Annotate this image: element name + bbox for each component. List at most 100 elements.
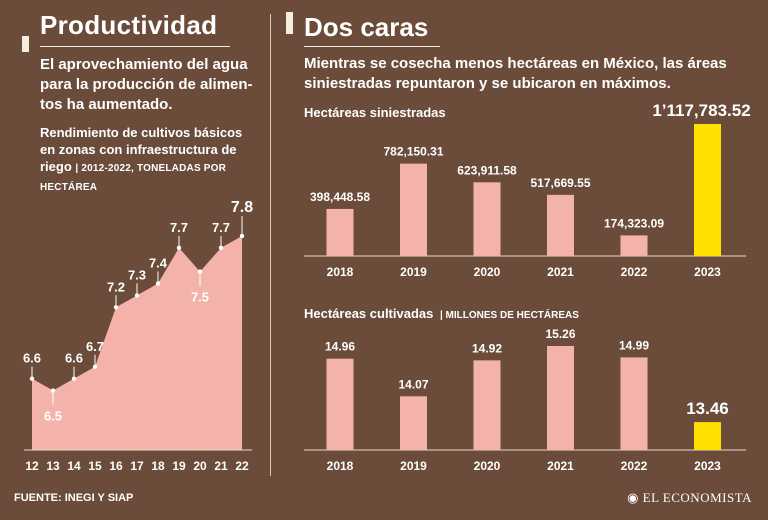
point-marker	[197, 269, 203, 274]
right-description: Mientras se cosecha menos hectáreas en M…	[304, 54, 754, 94]
x-tick-label: 2021	[547, 265, 574, 279]
bar	[326, 358, 354, 450]
bar-value-label: 623,911.58	[457, 163, 517, 177]
chart1-label: Hectáreas siniestradas	[304, 105, 446, 120]
x-tick-label: 22	[235, 459, 249, 473]
bar	[620, 235, 648, 256]
bar	[694, 422, 721, 450]
point-marker	[155, 281, 161, 286]
damaged-hectares-bar-chart: 398,448.58 2018 782,150.31 2019 623,911.58 20…	[304, 101, 751, 279]
point-marker	[113, 305, 119, 310]
bar	[620, 357, 648, 450]
panel-divider	[270, 14, 271, 476]
bar-value-label: 14.07	[398, 377, 428, 391]
point-label: 6.6	[65, 351, 83, 366]
chart2-unit: | MILLONES DE HECTÁREAS	[439, 310, 579, 321]
point-label: 7.8	[231, 199, 253, 216]
bar-value-label: 517,669.55	[530, 176, 590, 190]
bar-value-label: 14.99	[619, 338, 649, 352]
bar	[400, 396, 427, 450]
x-tick-label: 21	[214, 459, 228, 473]
subtitle-riego: riego	[40, 159, 72, 174]
subtitle-line: riego | 2012-2022, TONELADAS POR	[40, 158, 265, 177]
right-description-line: Mientras se cosecha menos hectáreas en M…	[304, 55, 727, 72]
x-tick-label: 16	[109, 459, 123, 473]
point-label: 7.7	[170, 220, 188, 235]
subtitle-line: en zonas con infraestructura de	[40, 142, 237, 157]
x-tick-label: 12	[25, 459, 39, 473]
point-marker	[92, 364, 98, 369]
point-marker	[134, 293, 140, 298]
x-tick-label: 2018	[327, 265, 354, 279]
bar-value-label: 1’117,783.52	[652, 101, 750, 120]
x-tick-label: 2020	[474, 459, 501, 473]
point-label: 7.7	[212, 220, 230, 235]
right-description-line: siniestradas repuntaron y se ubicaron en…	[304, 75, 671, 92]
left-description-line: para la producción de alimen-	[40, 76, 253, 93]
bar	[326, 208, 354, 256]
brand-logo: ◉ EL ECONOMISTA	[627, 490, 752, 506]
point-label: 7.4	[149, 256, 168, 271]
bar	[694, 124, 721, 256]
point-marker	[50, 388, 56, 393]
bar-value-label: 13.46	[686, 399, 729, 418]
point-marker	[218, 245, 224, 251]
cultivated-hectares-bar-chart: 14.96 2018 14.07 2019 14.92 2020 15.26 2021 14.9…	[304, 327, 746, 473]
point-label: 6.5	[44, 409, 62, 424]
x-tick-label: 19	[172, 459, 186, 473]
x-tick-label: 20	[193, 459, 207, 473]
left-panel-title: Productividad	[40, 10, 218, 40]
subtitle-line: HECTÁREA	[40, 177, 265, 196]
x-tick-label: 14	[67, 459, 81, 473]
point-label: 7.3	[128, 267, 146, 282]
point-marker	[71, 376, 77, 381]
x-tick-label: 2023	[694, 459, 721, 473]
bar-value-label: 14.96	[325, 340, 355, 354]
yield-area	[32, 235, 242, 450]
x-tick-label: 15	[88, 459, 102, 473]
x-tick-label: 13	[46, 459, 60, 473]
bar	[547, 194, 574, 256]
right-title-underline	[304, 46, 440, 47]
subtitle-unit-2: HECTÁREA	[40, 182, 98, 193]
bar-value-label: 14.92	[472, 341, 502, 355]
title-accent-bar	[286, 12, 293, 34]
point-label: 7.5	[191, 290, 209, 305]
bar-value-label: 782,150.31	[383, 145, 443, 159]
left-description-line: tos ha aumentado.	[40, 96, 173, 113]
x-tick-label: 2018	[327, 459, 354, 473]
bar	[473, 360, 501, 450]
brand-mark-icon: ◉	[627, 490, 643, 505]
title-accent-bar	[22, 36, 29, 52]
bar-value-label: 174,323.09	[604, 216, 664, 230]
subtitle-unit: | 2012-2022, TONELADAS POR	[75, 163, 227, 174]
chart2-title: Hectáreas cultivadas	[304, 306, 434, 321]
left-title-underline	[40, 46, 230, 47]
x-tick-label: 2021	[547, 459, 574, 473]
chart2-label: Hectáreas cultivadas | MILLONES DE HECTÁ…	[304, 306, 579, 321]
x-tick-label: 2019	[400, 265, 427, 279]
right-panel-title: Dos caras	[304, 12, 429, 42]
point-marker	[29, 376, 35, 381]
point-marker	[176, 245, 182, 251]
brand-name: EL ECONOMISTA	[642, 490, 752, 505]
point-label: 7.2	[107, 279, 125, 294]
x-tick-label: 2020	[474, 265, 501, 279]
yield-area-chart: 6.6 12 6.5 13 6.6 14 6.7 15 7.2 16 7.3 17 7.4 18 7.7 19…	[23, 199, 253, 473]
bar-value-label: 15.26	[545, 327, 575, 341]
bar	[547, 346, 574, 450]
left-description: El aprovechamiento del agua para la prod…	[40, 55, 265, 115]
left-description-line: El aprovechamiento del agua	[40, 56, 248, 73]
bar-value-label: 398,448.58	[310, 190, 370, 204]
point-marker	[239, 233, 245, 239]
point-label: 6.7	[86, 339, 104, 354]
bar	[400, 163, 427, 256]
left-chart-subtitle: Rendimiento de cultivos básicos en zonas…	[40, 124, 265, 196]
x-tick-label: 2019	[400, 459, 427, 473]
point-label: 6.6	[23, 351, 41, 366]
x-tick-label: 17	[130, 459, 144, 473]
x-tick-label: 2022	[621, 265, 648, 279]
subtitle-line: Rendimiento de cultivos básicos	[40, 125, 243, 140]
source-note: FUENTE: INEGI Y SIAP	[14, 492, 134, 504]
x-tick-label: 18	[151, 459, 165, 473]
